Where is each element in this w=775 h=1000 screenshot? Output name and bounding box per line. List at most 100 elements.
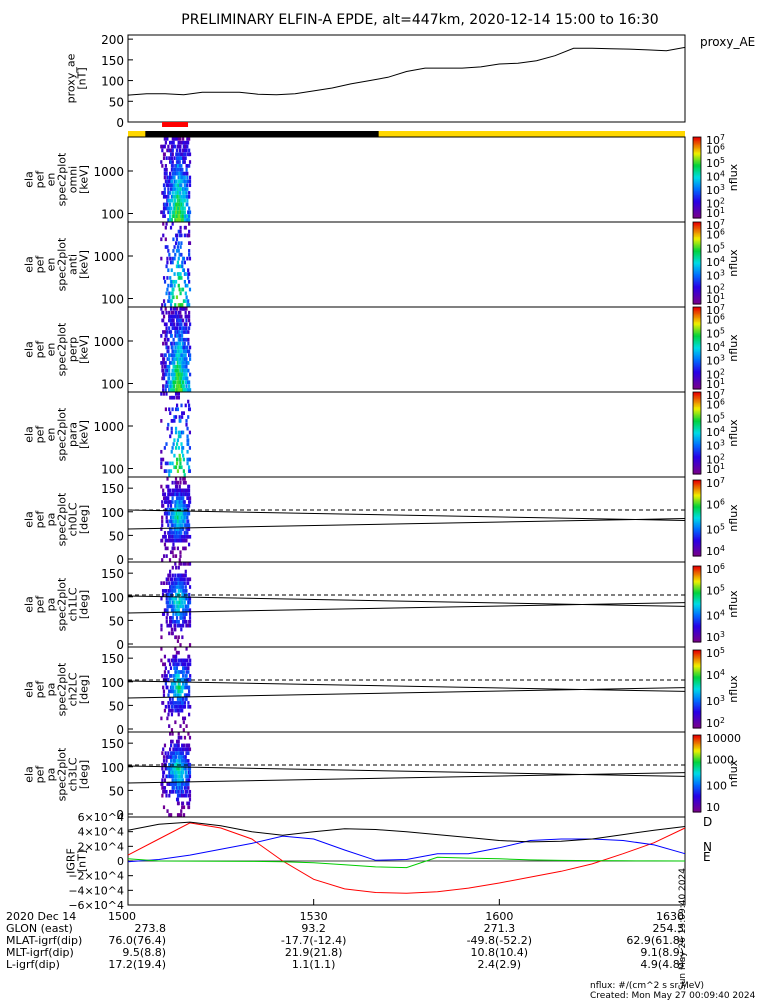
spec-7-cell xyxy=(175,666,179,670)
panel-7-ytick-label: 150 xyxy=(101,652,124,666)
colorbar-3-swatch xyxy=(693,386,701,389)
colorbar-6-swatch xyxy=(693,619,701,622)
spectrogram-panel-1: 1000100elapefenspec2plotomni[keV]1071061… xyxy=(23,133,740,223)
spec-3-cell xyxy=(179,376,182,381)
spec-2-cell xyxy=(179,264,182,269)
spec-6-cell xyxy=(165,581,168,585)
spec-5-cell xyxy=(163,542,167,547)
spec-1-cell xyxy=(186,187,189,191)
colorbar-1-swatch xyxy=(693,203,701,206)
spec-8-cell xyxy=(174,782,178,786)
panel-2-frame xyxy=(127,221,686,308)
spec-5-cell xyxy=(166,519,169,524)
spec-6-cell xyxy=(162,612,166,616)
spec-3-cell xyxy=(173,341,176,346)
colorbar-7-swatch xyxy=(693,709,701,712)
loss-cone-line-2 xyxy=(127,765,686,777)
panel-6-ytick-label: 100 xyxy=(101,591,124,605)
spec-4-cell xyxy=(173,453,176,458)
colorbar-7-swatch xyxy=(693,702,701,704)
panel-4-ytick-label: 100 xyxy=(101,463,124,477)
colorbar-2-swatch xyxy=(693,239,701,242)
spec-8-cell xyxy=(181,743,184,748)
spec-7-cell xyxy=(175,670,178,674)
spec-6-cell xyxy=(179,604,182,609)
spec-7-cell xyxy=(175,658,178,663)
spec-8-cell xyxy=(178,766,181,771)
igrf-legend-D: D xyxy=(703,815,712,829)
spec-1-cell xyxy=(177,144,180,149)
colorbar-3-swatch xyxy=(693,320,701,323)
spec-2-cell xyxy=(188,241,192,245)
colorbar-7-swatch xyxy=(693,678,701,681)
spec-2-cell xyxy=(178,287,181,292)
colorbar-3-swatch xyxy=(693,316,701,319)
spec-2-cell xyxy=(179,225,182,230)
spec-5-cell xyxy=(161,523,164,528)
spec-3-cell xyxy=(175,349,178,354)
colorbar-6-swatch xyxy=(693,568,701,571)
colorbar-3-swatch xyxy=(693,361,701,364)
time-row-value: 254.3 xyxy=(653,922,685,935)
spec-7-cell xyxy=(170,681,174,686)
spec-5-cell xyxy=(168,531,172,535)
spec-8-cell xyxy=(164,766,167,771)
spec-2-cell xyxy=(170,299,173,303)
spec-4-cell xyxy=(160,461,163,466)
colorbar-6-swatch xyxy=(693,587,701,590)
colorbar-3-tick: 101 xyxy=(706,377,725,391)
spec-4-cell xyxy=(186,461,189,466)
spec-3-cell xyxy=(179,310,182,315)
spec-3-cell xyxy=(176,318,179,323)
colorbar-4-swatch xyxy=(693,456,701,459)
colorbar-4-swatch xyxy=(693,469,701,472)
spec-5-cell xyxy=(171,515,174,520)
spec-1-cell xyxy=(175,167,179,172)
spectrogram-panels: 1000100elapefenspec2plotomni[keV]1071061… xyxy=(23,133,742,822)
spec-3-cell xyxy=(177,345,180,350)
colorbar-8-swatch xyxy=(693,791,701,794)
spec-7-cell xyxy=(181,716,185,721)
colorbar-3-swatch xyxy=(693,353,701,356)
spec-6-cell xyxy=(175,577,178,582)
colorbar-6-swatch xyxy=(693,610,701,613)
spec-1-cell xyxy=(170,194,174,199)
spec-6-cell xyxy=(164,589,168,593)
spec-1-cell xyxy=(171,171,174,176)
spec-4-cell xyxy=(160,457,163,462)
spec-5-cell xyxy=(184,480,187,485)
spec-4-cell xyxy=(188,446,192,450)
spec-2-cell xyxy=(166,260,169,265)
spec-1-cell xyxy=(177,175,180,180)
spec-3-cell xyxy=(161,361,164,365)
colorbar-4-tick: 107 xyxy=(706,388,725,402)
spec-6-cell xyxy=(160,635,163,640)
spec-8-cell xyxy=(188,774,192,779)
colorbar-1-label: nflux xyxy=(727,163,740,191)
colorbar-3-swatch xyxy=(693,378,701,381)
spec-3-cell xyxy=(163,322,167,327)
loss-cone-line xyxy=(127,772,686,784)
spec-8-cell xyxy=(165,774,168,779)
spec-8-cell xyxy=(181,778,185,783)
spec-8-cell xyxy=(170,789,173,794)
spec-8-cell xyxy=(172,755,175,759)
spec-6-cell xyxy=(171,600,174,605)
spec-8-cell xyxy=(162,755,166,759)
spec-1-cell xyxy=(163,187,166,191)
spec-1-cell xyxy=(176,167,180,172)
spec-7-cell xyxy=(170,728,174,732)
spec-7-cell xyxy=(164,704,167,709)
colorbar-3-swatch xyxy=(693,330,701,333)
spec-7-cell xyxy=(177,650,180,655)
spec-7-cell xyxy=(182,685,185,690)
spec-5-cell xyxy=(171,550,174,555)
spec-3-cell xyxy=(163,330,167,334)
spec-3-cell xyxy=(185,349,188,354)
colorbar-5-swatch xyxy=(693,483,701,486)
spec-6-cell xyxy=(181,635,184,640)
colorbar-8-swatch xyxy=(693,772,701,775)
spec-3-cell xyxy=(165,326,168,330)
spec-3-cell xyxy=(176,322,179,327)
spec-6-cell xyxy=(174,619,177,624)
